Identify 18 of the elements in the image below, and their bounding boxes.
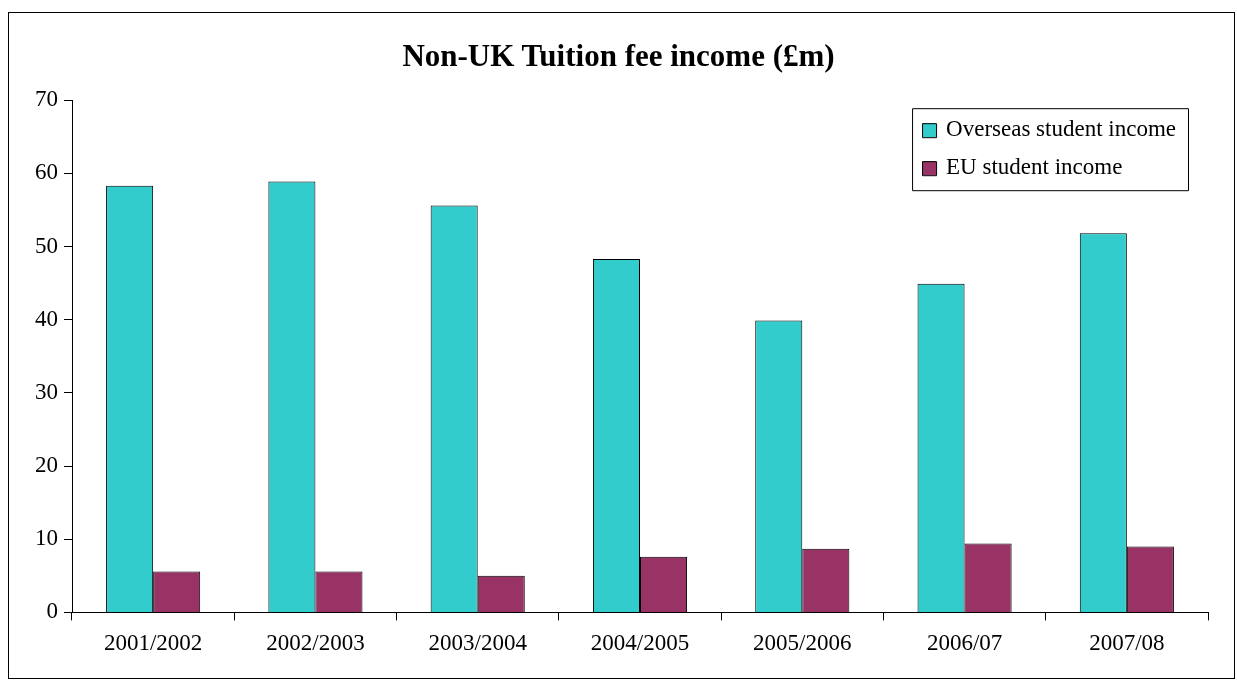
chart-title: Non-UK Tuition fee income (£m) — [402, 37, 835, 73]
y-tick-label: 60 — [35, 159, 58, 185]
x-tick-label: 2005/2006 — [753, 630, 852, 656]
x-tick-label: 2007/08 — [1089, 630, 1165, 656]
x-tick-label: 2002/2003 — [266, 630, 365, 656]
y-tick-label: 40 — [35, 305, 58, 331]
y-tick-label: 20 — [35, 452, 58, 478]
y-tick-label: 70 — [35, 86, 58, 112]
x-tick-label: 2004/2005 — [590, 630, 690, 656]
x-tick-label: 2001/2002 — [103, 630, 203, 656]
y-tick-label: 50 — [35, 232, 58, 258]
legend-label: EU student income — [946, 154, 1123, 180]
y-tick-label: 10 — [35, 525, 58, 551]
y-tick-label: 30 — [35, 378, 58, 404]
x-tick-label: 2006/07 — [926, 630, 1003, 656]
x-tick-label: 2003/2004 — [428, 630, 528, 656]
legend-label: Overseas student income — [946, 116, 1176, 142]
y-tick-label: 0 — [46, 598, 58, 624]
